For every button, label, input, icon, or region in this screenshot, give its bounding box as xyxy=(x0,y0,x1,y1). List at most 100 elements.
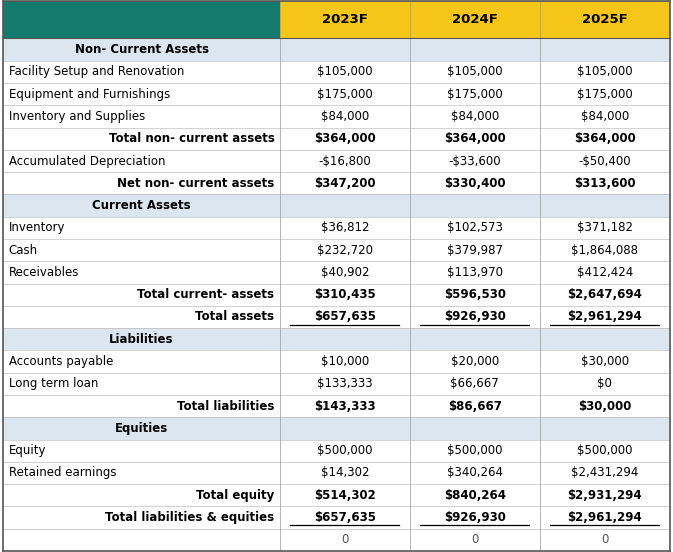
Text: Receivables: Receivables xyxy=(9,266,79,279)
Bar xyxy=(3,351,670,373)
Bar xyxy=(3,373,670,395)
Text: Equities: Equities xyxy=(115,422,168,435)
Text: $36,812: $36,812 xyxy=(320,221,369,235)
Bar xyxy=(3,529,670,551)
Text: Total current- assets: Total current- assets xyxy=(137,288,275,301)
Text: Accounts payable: Accounts payable xyxy=(9,355,113,368)
Text: $379,987: $379,987 xyxy=(447,243,503,257)
Bar xyxy=(3,462,670,484)
Text: Total liabilities: Total liabilities xyxy=(177,400,275,412)
Text: $30,000: $30,000 xyxy=(581,355,629,368)
Text: 0: 0 xyxy=(601,533,608,546)
Bar xyxy=(3,417,670,439)
Text: $926,930: $926,930 xyxy=(444,310,505,323)
Text: 2023F: 2023F xyxy=(322,13,367,26)
Text: $30,000: $30,000 xyxy=(578,400,631,412)
Text: $84,000: $84,000 xyxy=(321,110,369,123)
Text: $364,000: $364,000 xyxy=(314,132,376,145)
Text: $840,264: $840,264 xyxy=(444,489,505,502)
Text: Net non- current assets: Net non- current assets xyxy=(117,177,275,190)
Text: $2,931,294: $2,931,294 xyxy=(567,489,642,502)
Bar xyxy=(3,261,670,284)
Text: Current Assets: Current Assets xyxy=(92,199,191,212)
Bar xyxy=(410,1,540,39)
Text: $14,302: $14,302 xyxy=(320,466,369,480)
Text: $84,000: $84,000 xyxy=(581,110,629,123)
Text: $500,000: $500,000 xyxy=(317,444,373,457)
Text: $412,424: $412,424 xyxy=(577,266,633,279)
Text: $514,302: $514,302 xyxy=(314,489,376,502)
Text: $84,000: $84,000 xyxy=(451,110,499,123)
Bar xyxy=(3,61,670,83)
Text: $340,264: $340,264 xyxy=(447,466,503,480)
Text: $143,333: $143,333 xyxy=(314,400,376,412)
Text: $310,435: $310,435 xyxy=(314,288,376,301)
Text: $500,000: $500,000 xyxy=(447,444,503,457)
Bar xyxy=(3,439,670,462)
Text: $347,200: $347,200 xyxy=(314,177,376,190)
Text: $10,000: $10,000 xyxy=(321,355,369,368)
Text: $500,000: $500,000 xyxy=(577,444,633,457)
Text: Retained earnings: Retained earnings xyxy=(9,466,116,480)
Text: $86,667: $86,667 xyxy=(448,400,501,412)
Text: Equipment and Furnishings: Equipment and Furnishings xyxy=(9,88,170,100)
Bar xyxy=(3,150,670,172)
Text: $105,000: $105,000 xyxy=(577,65,633,78)
Text: $175,000: $175,000 xyxy=(317,88,373,100)
Text: -$33,600: -$33,600 xyxy=(448,155,501,167)
Bar xyxy=(3,1,280,39)
Text: Total equity: Total equity xyxy=(197,489,275,502)
Text: $1,864,088: $1,864,088 xyxy=(571,243,638,257)
Text: $175,000: $175,000 xyxy=(447,88,503,100)
Text: $2,961,294: $2,961,294 xyxy=(567,511,642,524)
Bar xyxy=(3,39,670,61)
Text: 2025F: 2025F xyxy=(581,13,627,26)
Bar xyxy=(3,172,670,194)
Text: $66,667: $66,667 xyxy=(450,378,499,390)
Text: $175,000: $175,000 xyxy=(577,88,633,100)
Text: Total non- current assets: Total non- current assets xyxy=(108,132,275,145)
Text: $364,000: $364,000 xyxy=(574,132,635,145)
Text: $133,333: $133,333 xyxy=(317,378,373,390)
Text: 0: 0 xyxy=(341,533,349,546)
Text: Long term loan: Long term loan xyxy=(9,378,98,390)
Text: $2,961,294: $2,961,294 xyxy=(567,310,642,323)
Bar xyxy=(3,306,670,328)
Bar xyxy=(3,484,670,506)
Text: $113,970: $113,970 xyxy=(447,266,503,279)
Text: Inventory and Supplies: Inventory and Supplies xyxy=(9,110,145,123)
Text: Total assets: Total assets xyxy=(195,310,275,323)
Bar xyxy=(3,105,670,128)
Text: $40,902: $40,902 xyxy=(320,266,369,279)
Text: Accumulated Depreciation: Accumulated Depreciation xyxy=(9,155,166,167)
Text: $657,635: $657,635 xyxy=(314,310,376,323)
Text: $0: $0 xyxy=(597,378,612,390)
Text: Non- Current Assets: Non- Current Assets xyxy=(75,43,209,56)
Bar xyxy=(3,284,670,306)
Text: $926,930: $926,930 xyxy=(444,511,505,524)
Text: -$50,400: -$50,400 xyxy=(578,155,631,167)
Text: -$16,800: -$16,800 xyxy=(318,155,371,167)
Text: Facility Setup and Renovation: Facility Setup and Renovation xyxy=(9,65,184,78)
Text: $20,000: $20,000 xyxy=(451,355,499,368)
Text: Total liabilities & equities: Total liabilities & equities xyxy=(106,511,275,524)
Text: $330,400: $330,400 xyxy=(444,177,505,190)
Bar xyxy=(3,328,670,351)
Bar xyxy=(280,1,410,39)
Text: $657,635: $657,635 xyxy=(314,511,376,524)
Text: Inventory: Inventory xyxy=(9,221,65,235)
Text: $313,600: $313,600 xyxy=(574,177,635,190)
Text: $2,647,694: $2,647,694 xyxy=(567,288,642,301)
Text: 0: 0 xyxy=(471,533,479,546)
Bar xyxy=(3,83,670,105)
Bar xyxy=(3,128,670,150)
Bar xyxy=(3,506,670,529)
Text: $105,000: $105,000 xyxy=(447,65,503,78)
Bar xyxy=(540,1,670,39)
Bar xyxy=(3,217,670,239)
Text: Cash: Cash xyxy=(9,243,38,257)
Bar xyxy=(3,194,670,217)
Text: $105,000: $105,000 xyxy=(317,65,373,78)
Text: $371,182: $371,182 xyxy=(577,221,633,235)
Text: $364,000: $364,000 xyxy=(444,132,505,145)
